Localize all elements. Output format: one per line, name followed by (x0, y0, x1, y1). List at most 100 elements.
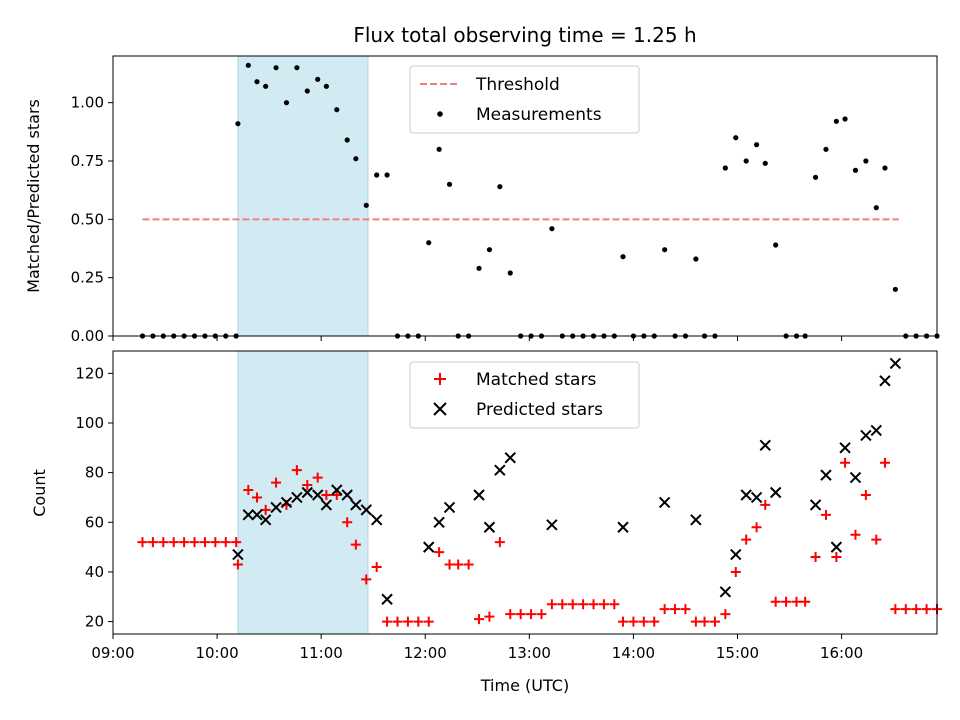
matched-star-point (361, 574, 372, 585)
matched-star-point (810, 552, 821, 563)
predicted-star-point (291, 491, 303, 504)
measurement-point (842, 116, 848, 122)
matched-star-point (741, 534, 752, 545)
matched-star-point (271, 477, 282, 488)
predicted-star-point (341, 489, 353, 501)
bottom-xtick-label: 15:00 (716, 644, 759, 662)
predicted-star-point (423, 541, 435, 553)
bottom-panel: 20 40 60 80 100 120 09:00 10:00 11:00 12:00 13:00… (30, 350, 942, 695)
predicted-star-point (433, 516, 445, 528)
top-frame (112, 55, 938, 337)
measurement-point (334, 107, 340, 113)
matched-star-point (860, 489, 871, 500)
measurement-point (507, 270, 513, 276)
bottom-ytick-label: 40 (85, 563, 104, 581)
predicted-star-point (350, 499, 362, 511)
matched-star-point (840, 457, 851, 468)
bottom-frame (112, 350, 938, 635)
measurement-point (254, 79, 260, 85)
measurement-point (549, 226, 555, 232)
bottom-yticks: 20 40 60 80 100 120 (75, 364, 113, 631)
measurement-point (273, 65, 279, 71)
top-legend-measurements-swatch (437, 111, 443, 117)
matched-star-point (567, 599, 578, 610)
matched-star-point (588, 599, 599, 610)
predicted-star-point (830, 541, 843, 553)
top-xticks (112, 336, 843, 341)
bottom-xtick-label: 14:00 (612, 644, 655, 662)
matched-star-point (371, 561, 382, 572)
predicted-star-point (443, 501, 456, 514)
matched-star-point (680, 604, 691, 615)
matched-star-point (423, 616, 434, 627)
predicted-star-point (617, 521, 629, 533)
matched-star-point (189, 537, 200, 548)
matched-star-point (232, 559, 243, 570)
measurement-point (833, 118, 839, 124)
bottom-xlabel: Time (UTC) (480, 676, 569, 695)
predicted-star-point (889, 357, 902, 370)
top-legend-measurements-label: Measurements (476, 105, 602, 125)
top-legend: Threshold Measurements (409, 65, 640, 134)
bottom-xtick-label: 11:00 (300, 644, 343, 662)
matched-star-point (831, 552, 842, 563)
predicted-star-point (879, 375, 891, 387)
bottom-legend-matched-swatch (434, 373, 446, 385)
measurement-point (662, 247, 668, 253)
top-panel: 0.00 0.25 0.50 0.75 1.00 Flux total observin… (24, 23, 940, 345)
measurement-point (426, 240, 432, 246)
predicted-star-point (759, 439, 771, 452)
predicted-star-point (504, 452, 516, 464)
predicted-star-point (251, 509, 263, 521)
matched-star-point (260, 504, 271, 515)
top-ytick-label: 1.00 (71, 94, 104, 112)
predicted-star-point (750, 491, 763, 504)
matched-star-point (331, 489, 342, 500)
bottom-xtick-label: 16:00 (820, 644, 863, 662)
matched-star-point (618, 616, 629, 627)
matched-star-point (890, 604, 901, 615)
matched-star-point (526, 609, 537, 620)
matched-star-point (312, 472, 323, 483)
top-ytick-label: 0.25 (71, 269, 104, 287)
bottom-xtick-label: 09:00 (91, 644, 134, 662)
matched-star-point (730, 566, 741, 577)
measurement-point (315, 76, 321, 82)
measurement-point (363, 202, 369, 208)
measurement-point (476, 265, 482, 271)
top-ytick-label: 0.50 (71, 210, 104, 228)
matched-star-point (392, 616, 403, 627)
top-legend-box (409, 65, 640, 134)
measurement-point (823, 146, 829, 152)
matched-star-point (515, 609, 526, 620)
predicted-star-point (494, 464, 506, 476)
measurement-point (304, 88, 310, 94)
measurement-point (892, 286, 898, 292)
matched-star-point (402, 616, 413, 627)
predicted-star-point (270, 501, 282, 514)
matched-star-point (413, 616, 424, 627)
bottom-xtick-label: 13:00 (508, 644, 551, 662)
matched-star-point (168, 537, 179, 548)
predicted-star-point (849, 471, 862, 484)
measurement-point (486, 247, 493, 253)
matched-star-point (210, 537, 221, 548)
predicted-star-point (320, 499, 333, 511)
matched-star-point (820, 509, 831, 520)
matched-star-point (474, 614, 485, 625)
matched-star-point (800, 596, 811, 607)
matched-star-point (900, 604, 911, 615)
predicted-star-point (769, 486, 782, 499)
matched-star-point (720, 609, 731, 620)
bottom-legend: Matched stars Predicted stars (409, 361, 640, 429)
matched-star-point (453, 559, 464, 570)
matched-star-point (434, 547, 445, 558)
bottom-legend-predicted-swatch (433, 402, 447, 416)
measurement-point (235, 121, 241, 127)
top-ytick-label: 0.00 (71, 327, 104, 345)
top-span (237, 55, 369, 337)
measurement-point (353, 156, 359, 162)
predicted-star-point (658, 496, 671, 509)
matched-star-point (791, 596, 802, 607)
matched-star-point (243, 485, 254, 496)
